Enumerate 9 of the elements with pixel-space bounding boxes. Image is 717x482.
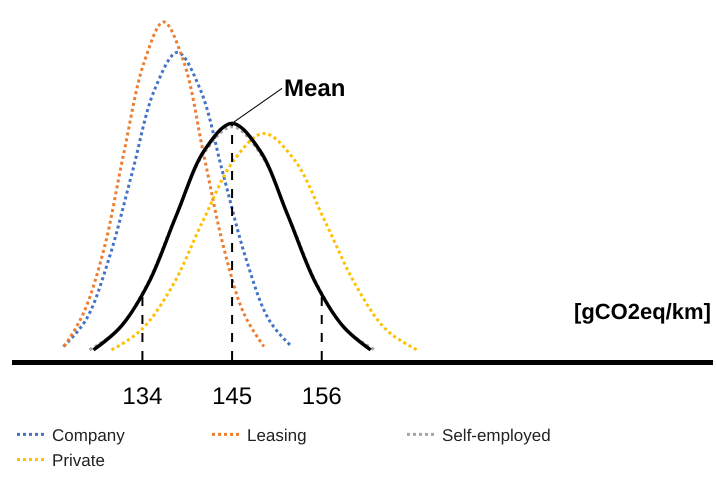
legend-label: Leasing — [247, 426, 307, 445]
legend-label: Company — [52, 426, 126, 445]
annotation: [gCO2eq/km] — [574, 299, 711, 324]
x-tick-label: 156 — [302, 382, 342, 410]
x-tick-label: 134 — [122, 382, 162, 410]
annotation: Mean — [284, 75, 346, 102]
legend-label: Self-employed — [442, 426, 551, 445]
x-tick-label: 145 — [212, 382, 252, 410]
legend-label: Private — [52, 451, 105, 470]
